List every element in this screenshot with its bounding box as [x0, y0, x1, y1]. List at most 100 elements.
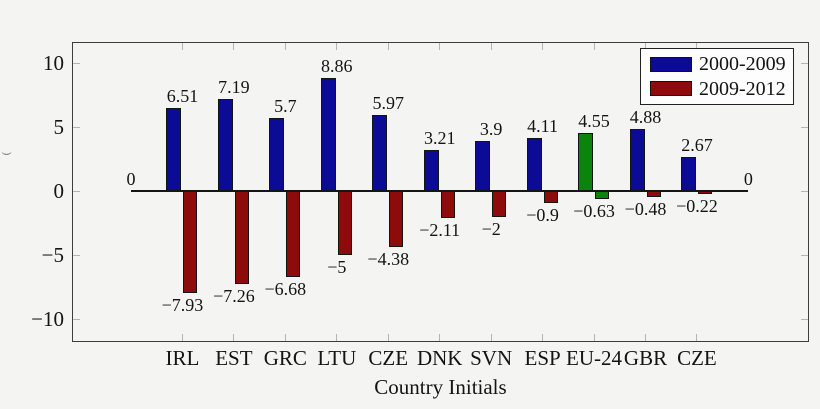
x-tick-top [696, 43, 698, 50]
y-tick-left [73, 190, 80, 192]
bar-est-2009-2012 [234, 191, 249, 284]
value-label-est-2000-2009: 7.19 [218, 76, 250, 97]
bar-est-2000-2009 [217, 98, 233, 191]
x-tick-bottom [593, 334, 595, 341]
value-label-gbr-2000-2009: 4.88 [629, 106, 662, 127]
x-tick-bottom [490, 334, 492, 341]
value-label-eu-24-2009-2012: −0.63 [573, 201, 615, 222]
y-tick-left [73, 62, 80, 64]
bar-irl-2000-2009 [166, 107, 182, 191]
value-label-eu-24-2000-2009: 4.55 [578, 110, 610, 131]
plot-area [72, 42, 809, 342]
bar-dnk-2009-2012 [440, 191, 455, 218]
value-label-dnk-2000-2009: 3.21 [423, 127, 456, 148]
value-label-svn-2009-2012: −2 [481, 218, 501, 239]
x-tick-top [645, 43, 646, 50]
bar-cze-2000-2009 [372, 114, 388, 191]
bar-dnk-2000-2009 [423, 149, 439, 191]
bar-gbr-2000-2009 [629, 128, 645, 191]
y-tick-label: −5 [41, 243, 64, 267]
x-axis-zero-line [131, 190, 749, 192]
x-tick-label-ltu: LTU [317, 346, 357, 370]
x-tick-bottom [439, 334, 441, 341]
legend-row-2009-2012: 2009-2012 [650, 78, 793, 100]
legend-label-2009-2012: 2009-2012 [699, 77, 786, 100]
y-tick-right [801, 190, 808, 192]
value-label-gbr-2009-2012: −0.48 [624, 199, 667, 220]
bar-cze-2009-2012 [697, 191, 712, 194]
x-tick-bottom [645, 334, 646, 341]
y-tick-label: 10 [43, 51, 64, 75]
x-tick-label-gbr: GBR [623, 346, 668, 370]
x-tick-label-irl: IRL [165, 346, 200, 370]
value-label-cze-2009-2012: −0.22 [676, 195, 718, 216]
bar-esp-2009-2012 [543, 191, 558, 203]
x-tick-bottom [542, 334, 544, 341]
value-label-cze-2000-2009: 2.67 [681, 134, 713, 155]
bar-irl-2009-2012 [183, 191, 198, 293]
y-tick-left [73, 126, 80, 128]
value-label-irl-2000-2009: 6.51 [166, 85, 199, 106]
x-tick-top [593, 43, 595, 50]
legend-swatch-2000-2009 [650, 56, 692, 72]
bar-svn-2000-2009 [475, 141, 491, 191]
x-tick-bottom [387, 334, 389, 341]
value-label-dnk-2009-2012: −2.11 [419, 220, 461, 240]
y-tick-label: 5 [53, 115, 65, 139]
x-tick-label-cze: CZE [677, 346, 717, 370]
y-tick-label: 0 [53, 179, 65, 203]
bar-eu-24-2009-2012 [595, 191, 610, 200]
bar-grc-2009-2012 [286, 191, 301, 277]
bar-eu-24-2000-2009 [578, 132, 594, 191]
x-tick-label-esp: ESP [524, 346, 561, 370]
x-tick-label-grc: GRC [263, 346, 307, 370]
x-tick-top [387, 43, 389, 50]
bar-cze-2009-2012 [389, 191, 404, 248]
bar-ltu-2000-2009 [320, 77, 336, 191]
x-tick-top [233, 43, 235, 50]
x-tick-top [181, 43, 183, 50]
x-tick-top [490, 43, 492, 50]
value-label-svn-2000-2009: 3.9 [479, 119, 503, 140]
x-tick-label-eu-24: EU-24 [566, 346, 623, 370]
value-label-esp-2009-2012: −0.9 [526, 204, 559, 225]
x-tick-label-dnk: DNK [416, 346, 463, 370]
ylabel-fragment: ) [1, 151, 13, 156]
y-tick-left [73, 318, 80, 320]
x-tick-top [284, 43, 286, 50]
bar-ltu-2009-2012 [337, 191, 352, 255]
y-tick-left [73, 254, 80, 256]
y-tick-right [801, 126, 808, 128]
value-label-grc-2000-2009: 5.7 [274, 96, 297, 117]
x-axis-title: Country Initials [374, 375, 507, 399]
bar-cze-2000-2009 [680, 156, 696, 191]
legend: 2000-2009 2009-2012 [640, 48, 794, 105]
x-tick-top [336, 43, 338, 50]
value-label-ltu-2000-2009: 8.86 [321, 55, 353, 76]
legend-swatch-2009-2012 [650, 81, 692, 97]
bar-esp-2000-2009 [526, 138, 542, 191]
y-tick-right [801, 254, 808, 256]
value-label-cze-2000-2009: 5.97 [372, 92, 405, 113]
value-label-cze-2009-2012: −4.38 [367, 249, 410, 270]
y-tick-right [801, 62, 808, 64]
value-label-left-zero: 0 [126, 169, 136, 189]
legend-label-2000-2009: 2000-2009 [699, 53, 786, 76]
bar-gbr-2009-2012 [646, 191, 661, 198]
legend-row-2000-2009: 2000-2009 [650, 53, 793, 75]
x-tick-label-cze: CZE [368, 346, 409, 370]
bar-svn-2009-2012 [492, 191, 507, 217]
x-tick-top [439, 43, 441, 50]
bar-grc-2000-2009 [269, 118, 285, 191]
x-tick-bottom [181, 334, 183, 341]
x-tick-bottom [284, 334, 286, 341]
x-tick-top [542, 43, 544, 50]
x-tick-label-svn: SVN [470, 346, 513, 370]
value-label-ltu-2009-2012: −5 [327, 257, 347, 277]
x-tick-bottom [696, 334, 698, 341]
x-tick-bottom [336, 334, 338, 341]
value-label-est-2009-2012: −7.26 [213, 285, 255, 306]
x-tick-label-est: EST [215, 346, 253, 370]
value-label-grc-2009-2012: −6.68 [264, 278, 307, 299]
